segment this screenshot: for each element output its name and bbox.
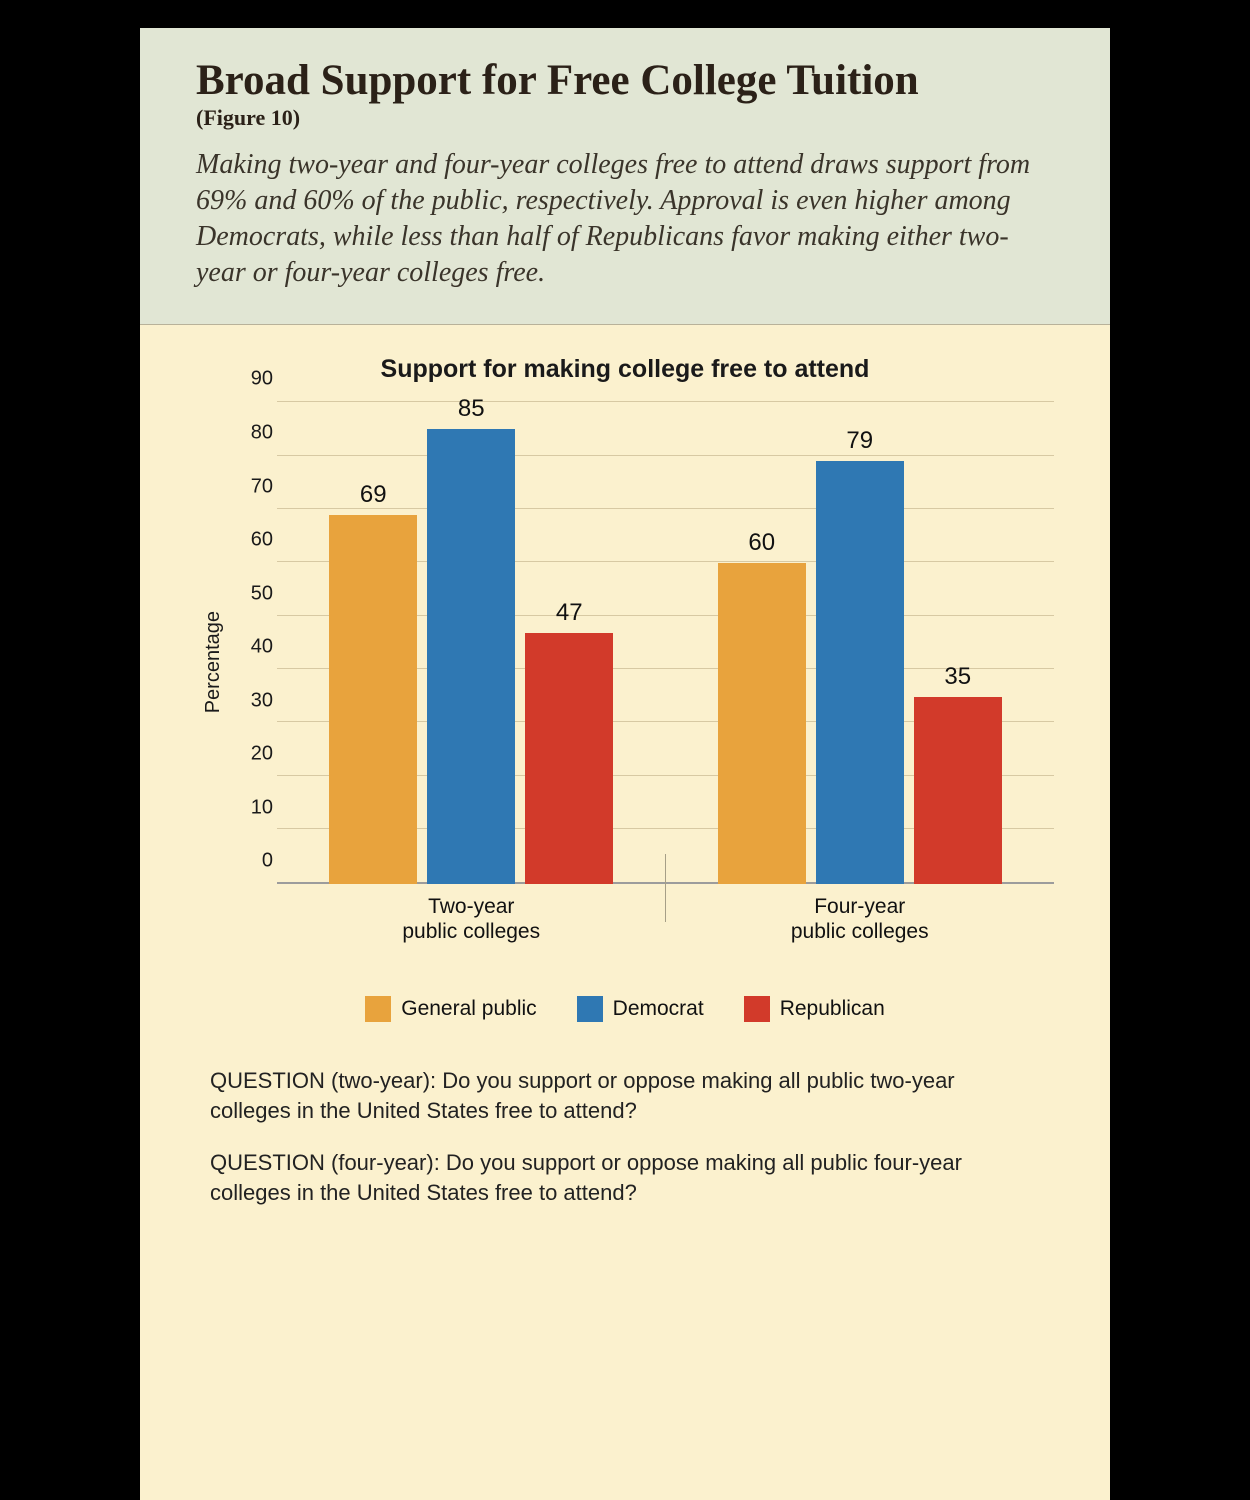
bar: 35 [914,402,1002,884]
legend-label: Democrat [613,997,704,1021]
chart-title: Support for making college free to atten… [196,355,1054,384]
y-tick-label: 10 [231,796,273,819]
y-tick-label: 60 [231,529,273,552]
bar-fill: 69 [329,515,417,885]
chart-block: Support for making college free to atten… [140,325,1110,1032]
question-four-year: QUESTION (four-year): Do you support or … [210,1148,1040,1207]
figure-subhead: Making two-year and four-year colleges f… [196,147,1054,290]
legend-item: Democrat [577,996,704,1022]
y-tick-label: 40 [231,636,273,659]
bar: 69 [329,402,417,884]
bar-fill: 79 [816,461,904,884]
y-tick-label: 50 [231,582,273,605]
figure-panel: Broad Support for Free College Tuition (… [140,28,1110,1500]
bar-fill: 35 [914,697,1002,884]
y-tick-label: 30 [231,689,273,712]
figure-title: Broad Support for Free College Tuition [196,58,1054,103]
y-tick-label: 0 [231,850,273,873]
bar-value-label: 47 [556,599,583,627]
bar-group: 698547 [277,402,666,884]
legend-item: General public [365,996,536,1022]
y-tick-label: 90 [231,368,273,391]
bar-value-label: 79 [846,427,873,455]
legend-swatch [577,996,603,1022]
question-two-year: QUESTION (two-year): Do you support or o… [210,1066,1040,1125]
plot-area: 698547607935 Two-year public collegesFou… [231,402,1054,922]
bar-fill: 60 [718,563,806,884]
x-axis-label: Two-year public colleges [277,894,666,944]
legend-item: Republican [744,996,885,1022]
legend-label: Republican [780,997,885,1021]
header-block: Broad Support for Free College Tuition (… [140,28,1110,325]
x-axis-label: Four-year public colleges [666,894,1055,944]
y-tick-label: 80 [231,422,273,445]
question-block: QUESTION (two-year): Do you support or o… [140,1032,1110,1243]
bar: 85 [427,402,515,884]
y-tick-label: 20 [231,743,273,766]
x-axis-labels: Two-year public collegesFour-year public… [277,894,1054,944]
bar-value-label: 60 [748,529,775,557]
bar: 47 [525,402,613,884]
bar: 60 [718,402,806,884]
bar-value-label: 69 [360,481,387,509]
y-axis-label: Percentage [196,611,225,713]
plot-wrap: Percentage 698547607935 Two-year public … [196,402,1054,922]
bar: 79 [816,402,904,884]
legend-swatch [365,996,391,1022]
bar-value-label: 85 [458,395,485,423]
legend-label: General public [401,997,536,1021]
y-tick-label: 70 [231,475,273,498]
legend-swatch [744,996,770,1022]
bar-fill: 85 [427,429,515,884]
legend: General public Democrat Republican [196,996,1054,1022]
bar-group: 607935 [666,402,1055,884]
bar-value-label: 35 [944,663,971,691]
bar-groups: 698547607935 [277,402,1054,884]
figure-number: (Figure 10) [196,105,1054,131]
bar-fill: 47 [525,633,613,885]
